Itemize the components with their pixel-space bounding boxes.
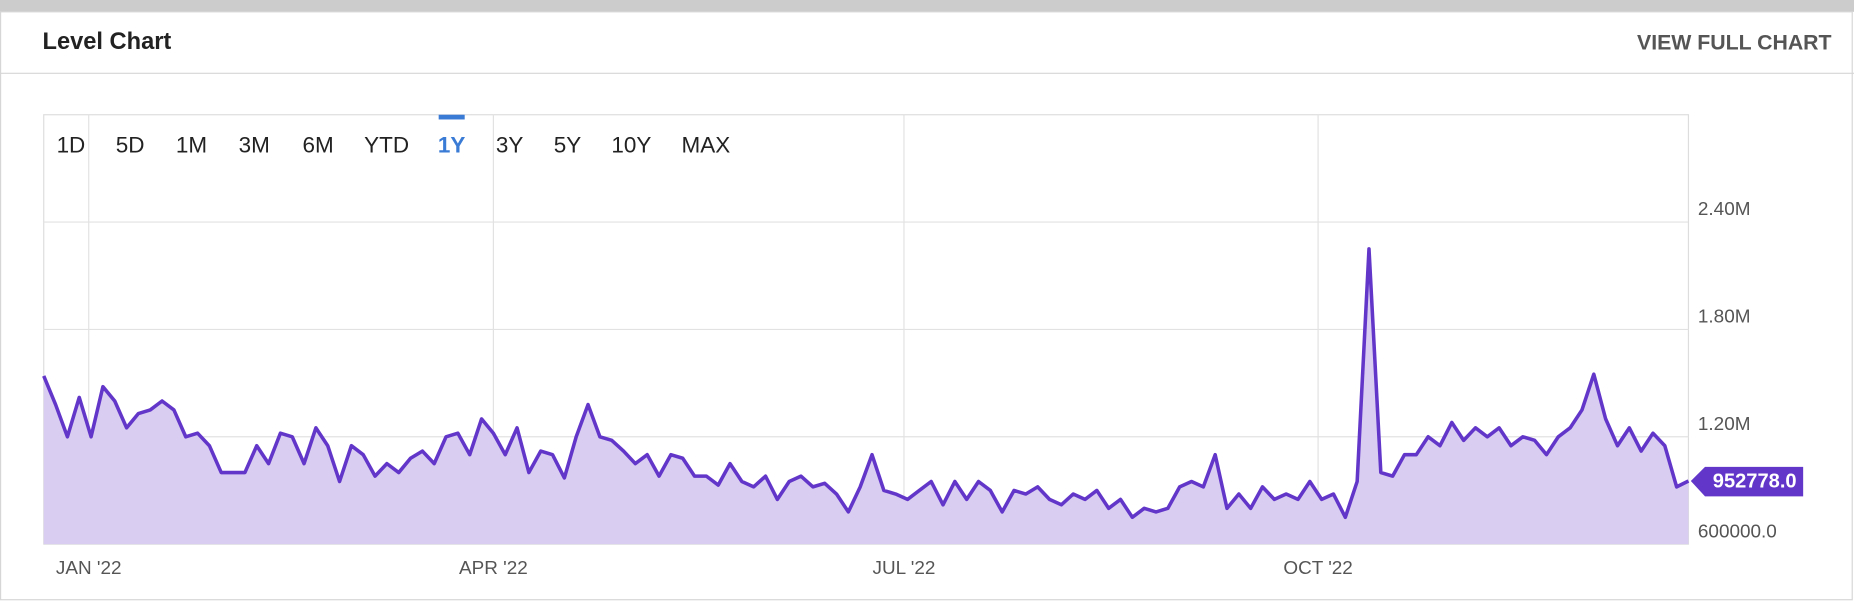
line	[42, 247, 1690, 520]
y-tick-label: 1.20M	[1698, 414, 1751, 435]
range-button[interactable]: 3M	[239, 133, 270, 158]
range-button[interactable]: YTD	[364, 133, 409, 158]
card-title: Level Chart	[43, 29, 172, 55]
range-button[interactable]: 3Y	[496, 133, 523, 158]
range-button[interactable]: MAX	[682, 133, 731, 158]
range-button[interactable]: 5Y	[554, 133, 581, 158]
y-tick-label: 1.80M	[1698, 307, 1751, 328]
y-tick-label: 600000.0	[1698, 521, 1777, 542]
range-button[interactable]: 6M	[302, 133, 333, 158]
current-value-badge	[1690, 466, 1804, 497]
range-button[interactable]: 1D	[57, 133, 86, 158]
range-button[interactable]: 5D	[116, 133, 145, 158]
area	[43, 248, 1689, 545]
range-button[interactable]: 1M	[176, 133, 207, 158]
view-full-chart[interactable]: VIEW FULL CHART	[1637, 30, 1831, 54]
x-tick-label: OCT '22	[1283, 558, 1352, 579]
x-tick-label: APR '22	[459, 558, 528, 579]
top-bar	[0, 0, 1854, 12]
x-tick-label: JAN '22	[56, 558, 122, 579]
x-tick-label: JUL '22	[873, 558, 936, 579]
y-tick-label: 2.40M	[1698, 199, 1751, 220]
range-button[interactable]: 1Y	[438, 133, 465, 158]
active-range-indicator	[438, 114, 465, 120]
range-button[interactable]: 10Y	[611, 133, 651, 158]
current-value-label: 952778.0	[1713, 471, 1797, 493]
